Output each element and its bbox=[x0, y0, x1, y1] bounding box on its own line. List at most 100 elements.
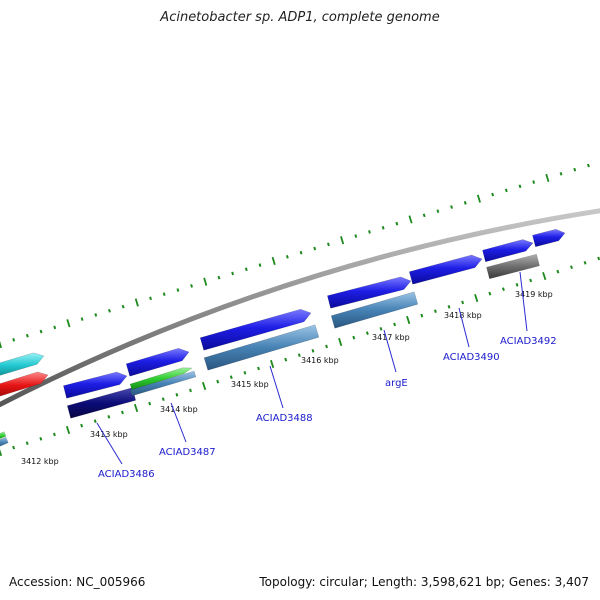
outer-tick-36 bbox=[491, 192, 495, 197]
outer-tick-30 bbox=[408, 215, 413, 224]
inner-tick-29 bbox=[393, 322, 397, 327]
cds-aciad3491[interactable] bbox=[482, 239, 534, 263]
cds-aciad3490[interactable] bbox=[408, 254, 483, 285]
tick-label-3415: 3415 kbp bbox=[231, 380, 269, 389]
inner-tick-11 bbox=[148, 401, 152, 406]
cds-small-left-b[interactable] bbox=[0, 431, 7, 441]
cds-red-left[interactable] bbox=[0, 371, 49, 399]
accession-text: Accession: NC_005966 bbox=[9, 575, 146, 589]
inner-tick-5 bbox=[65, 425, 71, 435]
inner-tick-39 bbox=[529, 278, 533, 283]
outer-tick-28 bbox=[381, 225, 385, 230]
inner-tick-1 bbox=[12, 445, 16, 450]
inner-tick-9 bbox=[121, 410, 124, 415]
inner-tick-30 bbox=[406, 315, 411, 325]
inner-tick-23 bbox=[311, 348, 315, 353]
outer-tick-27 bbox=[368, 230, 371, 234]
gene-label-aciad3492[interactable]: ACIAD3492 bbox=[500, 336, 557, 347]
outer-tick-43 bbox=[587, 163, 590, 168]
cds-aciad3488[interactable] bbox=[203, 324, 320, 371]
tick-label-3418: 3418 kbp bbox=[444, 311, 482, 320]
inner-tick-17 bbox=[229, 375, 233, 380]
gene-label-leaders bbox=[96, 271, 528, 465]
outer-tick-17 bbox=[231, 271, 235, 276]
gene-label-aciad3487[interactable]: ACIAD3487 bbox=[159, 447, 216, 458]
outer-tick-23 bbox=[313, 246, 317, 251]
cds-aciad3485[interactable] bbox=[63, 371, 128, 399]
cds-arge[interactable] bbox=[330, 291, 419, 329]
leader-aciad3488 bbox=[269, 365, 284, 409]
outer-tick-4 bbox=[53, 325, 57, 330]
outer-tick-40 bbox=[545, 173, 550, 183]
inner-tick-43 bbox=[583, 260, 587, 265]
inner-tick-35 bbox=[474, 293, 479, 303]
inner-tick-44 bbox=[597, 256, 600, 261]
inner-tick-16 bbox=[216, 379, 220, 384]
inner-tick-25 bbox=[338, 337, 343, 347]
gene-label-aciad3490[interactable]: ACIAD3490 bbox=[443, 352, 500, 363]
inner-tick-10 bbox=[133, 403, 139, 413]
inner-tick-36 bbox=[488, 291, 492, 296]
inner-tick-21 bbox=[284, 357, 288, 362]
outer-tick-16 bbox=[217, 275, 221, 280]
gene-label-arge[interactable]: argE bbox=[385, 378, 408, 389]
inner-tick-26 bbox=[352, 335, 356, 340]
leader-aciad3487 bbox=[170, 402, 187, 443]
inner-tick-8 bbox=[107, 414, 111, 419]
outer-tick-7 bbox=[94, 313, 98, 317]
cds-small-left[interactable] bbox=[0, 436, 9, 448]
gene-label-aciad3488[interactable]: ACIAD3488 bbox=[256, 413, 313, 424]
cds-aciad3487[interactable] bbox=[125, 348, 190, 377]
inner-tick-13 bbox=[175, 392, 179, 397]
inner-tick-20 bbox=[270, 359, 275, 369]
outer-tick-3 bbox=[39, 329, 43, 334]
outer-tick-15 bbox=[203, 277, 208, 286]
outer-tick-25 bbox=[340, 236, 345, 245]
outer-tick-32 bbox=[436, 209, 440, 213]
leader-aciad3486 bbox=[96, 422, 123, 465]
inner-tick-2 bbox=[25, 441, 29, 446]
inner-tick-18 bbox=[243, 370, 247, 375]
inner-tick-6 bbox=[80, 423, 84, 428]
tick-label-3412: 3412 kbp bbox=[21, 457, 59, 466]
outer-tick-24 bbox=[327, 242, 330, 247]
tick-label-3417: 3417 kbp bbox=[372, 333, 410, 342]
tick-label-3414: 3414 kbp bbox=[160, 405, 198, 414]
inner-tick-19 bbox=[257, 366, 260, 371]
outer-tick-31 bbox=[422, 213, 426, 218]
tick-label-3419: 3419 kbp bbox=[515, 290, 553, 299]
outer-tick-13 bbox=[176, 288, 180, 292]
outer-tick-5 bbox=[66, 319, 71, 328]
outer-tick-35 bbox=[476, 194, 481, 203]
outer-tick-18 bbox=[244, 267, 248, 272]
outer-tick-21 bbox=[285, 255, 289, 259]
map-title: Acinetobacter sp. ADP1, complete genome bbox=[160, 10, 440, 25]
outer-tick-29 bbox=[395, 221, 399, 226]
inner-tick-marks bbox=[0, 256, 600, 457]
inner-tick-12 bbox=[161, 397, 165, 402]
cds-steel-3487b[interactable] bbox=[129, 370, 197, 397]
cds-aciad3488-top[interactable] bbox=[199, 308, 312, 351]
outer-tick-2 bbox=[25, 333, 29, 338]
gene-labels: ACIAD3486 ACIAD3487 ACIAD3488 argE ACIAD… bbox=[98, 336, 557, 480]
cds-arge-top[interactable] bbox=[327, 276, 412, 309]
genome-backbone bbox=[0, 208, 600, 408]
inner-tick-28 bbox=[379, 326, 383, 331]
inner-tick-32 bbox=[433, 309, 437, 314]
outer-tick-37 bbox=[504, 188, 508, 193]
outer-tick-11 bbox=[149, 296, 152, 301]
cds-aciad3492[interactable] bbox=[486, 253, 540, 280]
inner-tick-40 bbox=[542, 271, 547, 281]
cds-aciad3493[interactable] bbox=[532, 228, 566, 248]
outer-tick-26 bbox=[354, 234, 358, 238]
outer-tick-1 bbox=[12, 338, 16, 342]
outer-tick-19 bbox=[258, 263, 262, 267]
genome-summary-text: Topology: circular; Length: 3,598,621 bp… bbox=[259, 575, 589, 589]
inner-tick-3 bbox=[39, 436, 43, 441]
inner-tick-41 bbox=[556, 269, 560, 274]
inner-tick-0 bbox=[0, 449, 3, 457]
inner-tick-33 bbox=[447, 304, 451, 309]
gene-label-aciad3486[interactable]: ACIAD3486 bbox=[98, 469, 155, 480]
cds-cyan-left[interactable] bbox=[0, 352, 45, 378]
cds-green-3487a[interactable] bbox=[129, 367, 193, 391]
